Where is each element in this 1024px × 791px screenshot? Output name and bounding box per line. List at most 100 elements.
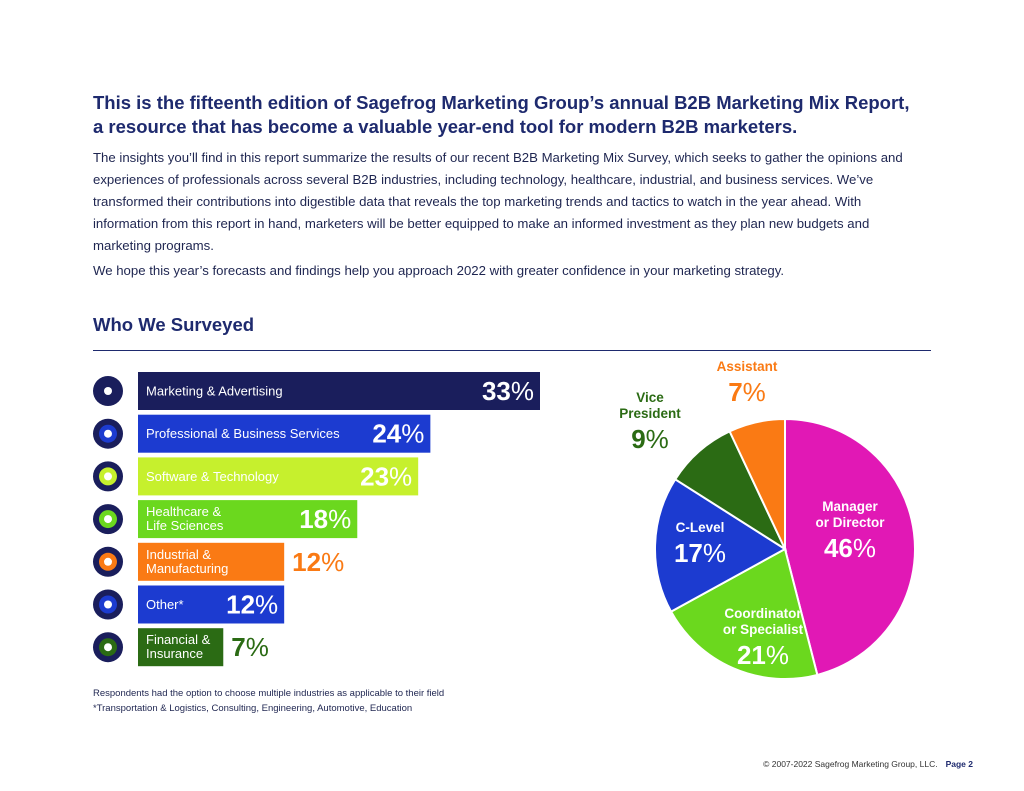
pie-label-1: Coordinator or Specialist	[723, 606, 804, 637]
pie-label-line: or Specialist	[723, 622, 804, 637]
team-icon	[93, 546, 123, 577]
bar-label-line: Other*	[146, 597, 184, 612]
businessperson-icon-center	[104, 429, 112, 438]
bar-value-2-unit: %	[389, 461, 412, 491]
presentation-icon-center	[104, 600, 112, 609]
pie-slice-1	[669, 547, 819, 680]
respondents-note: Respondents had the option to choose mul…	[93, 688, 445, 699]
bar-label-line: Life Sciences	[146, 518, 224, 533]
bar-value-3: 18%	[299, 504, 351, 534]
dna-icon-center	[104, 472, 112, 481]
pie-value-2-unit: %	[703, 538, 726, 568]
bar-6	[138, 628, 224, 667]
bar-label-line: Industrial &	[146, 547, 211, 562]
factory-icon-center	[104, 515, 112, 524]
pie-value-2-number: 17	[674, 538, 703, 568]
bar-value-3-number: 18	[299, 504, 328, 534]
bar-value-0-number: 33	[482, 376, 511, 406]
bar-value-5-number: 12	[226, 590, 255, 620]
pie-label-line: Vice	[636, 390, 664, 405]
bar-3	[138, 500, 358, 539]
dna-icon	[93, 461, 123, 492]
bar-0	[138, 372, 540, 410]
outlook-paragraph: We hope this year’s forecasts and findin…	[93, 263, 785, 278]
shield-dollar-icon	[93, 632, 123, 663]
pie-slice-2	[654, 477, 787, 613]
bar-value-0: 33%	[482, 376, 534, 406]
pie-value-1-unit: %	[766, 640, 789, 670]
other-footnote: *Transportation & Logistics, Consulting,…	[93, 703, 413, 714]
page-footer: © 2007-2022 Sagefrog Marketing Group, LL…	[763, 759, 973, 769]
bar-label-4: Industrial & Manufacturing	[146, 547, 228, 576]
bar-value-6-number: 7	[231, 632, 245, 662]
bar-value-1-number: 24	[372, 419, 401, 449]
pie-label-2: C-Level	[676, 520, 725, 535]
pie-label-line: Coordinator	[724, 606, 802, 621]
megaphone-icon-center	[104, 387, 112, 395]
bar-value-4-unit: %	[321, 547, 344, 577]
team-icon-center	[104, 557, 112, 566]
pie-value-1-number: 21	[737, 640, 766, 670]
factory-icon	[93, 504, 123, 535]
pie-value-3-number: 9	[631, 424, 645, 454]
bar-value-6: 7%	[231, 632, 269, 662]
copyright-text: © 2007-2022 Sagefrog Marketing Group, LL…	[763, 759, 938, 769]
bar-2	[138, 457, 419, 496]
bar-label-line: Marketing & Advertising	[146, 384, 283, 399]
bar-4	[138, 542, 285, 581]
bar-label-line: Financial &	[146, 632, 211, 647]
industry-bar-chart: Marketing & Advertising 33% Professional &…	[93, 372, 540, 667]
bar-value-5-unit: %	[255, 590, 278, 620]
bar-value-2-number: 23	[360, 461, 389, 491]
section-title: Who We Surveyed	[93, 314, 255, 335]
bar-label-3: Healthcare & Life Sciences	[146, 504, 224, 533]
pie-label-4: Assistant	[717, 360, 778, 374]
report-headline: This is the fifteenth edition of Sagefro…	[93, 92, 910, 137]
bar-label-line: Software & Technology	[146, 469, 279, 484]
bar-label-2: Software & Technology	[146, 469, 279, 484]
bar-value-5: 12%	[226, 590, 278, 620]
bar-label-line: Professional & Business Services	[146, 426, 340, 441]
bar-value-1-unit: %	[401, 419, 424, 449]
pie-label-line: or Director	[815, 515, 885, 530]
bar-1	[138, 414, 431, 453]
pie-value-3: 9%	[631, 424, 669, 454]
pie-label-line: Manager	[822, 499, 878, 514]
pie-value-0-unit: %	[853, 533, 876, 563]
businessperson-icon	[93, 418, 123, 449]
intro-paragraph: The insights you’ll find in this report …	[93, 150, 903, 253]
bar-value-0-unit: %	[511, 376, 534, 406]
bar-value-3-unit: %	[328, 504, 351, 534]
pie-label-3: Vice President	[619, 390, 681, 421]
pie-label-line: Assistant	[717, 360, 778, 374]
megaphone-icon	[93, 376, 123, 406]
pie-slice-4	[728, 417, 786, 550]
shield-dollar-icon-center	[104, 643, 112, 652]
page-number: Page 2	[945, 759, 973, 769]
section-divider	[93, 350, 931, 351]
bar-label-1: Professional & Business Services	[146, 426, 340, 441]
bar-label-6: Financial & Insurance	[146, 632, 211, 661]
bar-value-2: 23%	[360, 461, 412, 491]
pie-label-line: President	[619, 406, 681, 421]
bar-label-0: Marketing & Advertising	[146, 384, 283, 399]
pie-value-4-number: 7	[728, 377, 742, 407]
bar-5	[138, 585, 285, 624]
pie-value-0-number: 46	[824, 533, 853, 563]
pie-label-0: Manager or Director	[815, 499, 885, 530]
bar-label-5: Other*	[146, 597, 184, 612]
pie-value-4: 7%	[728, 377, 766, 407]
bar-value-4-number: 12	[292, 547, 321, 577]
pie-value-0: 46%	[824, 533, 876, 563]
pie-slice-0	[784, 417, 916, 677]
pie-value-2: 17%	[674, 538, 726, 568]
pie-value-1: 21%	[737, 640, 789, 670]
pie-label-line: C-Level	[676, 520, 725, 535]
pie-value-4-unit: %	[743, 377, 766, 407]
presentation-icon	[93, 589, 123, 620]
bar-value-6-unit: %	[246, 632, 269, 662]
bar-label-line: Insurance	[146, 646, 203, 661]
bar-label-line: Manufacturing	[146, 561, 228, 576]
bar-value-4: 12%	[292, 547, 344, 577]
